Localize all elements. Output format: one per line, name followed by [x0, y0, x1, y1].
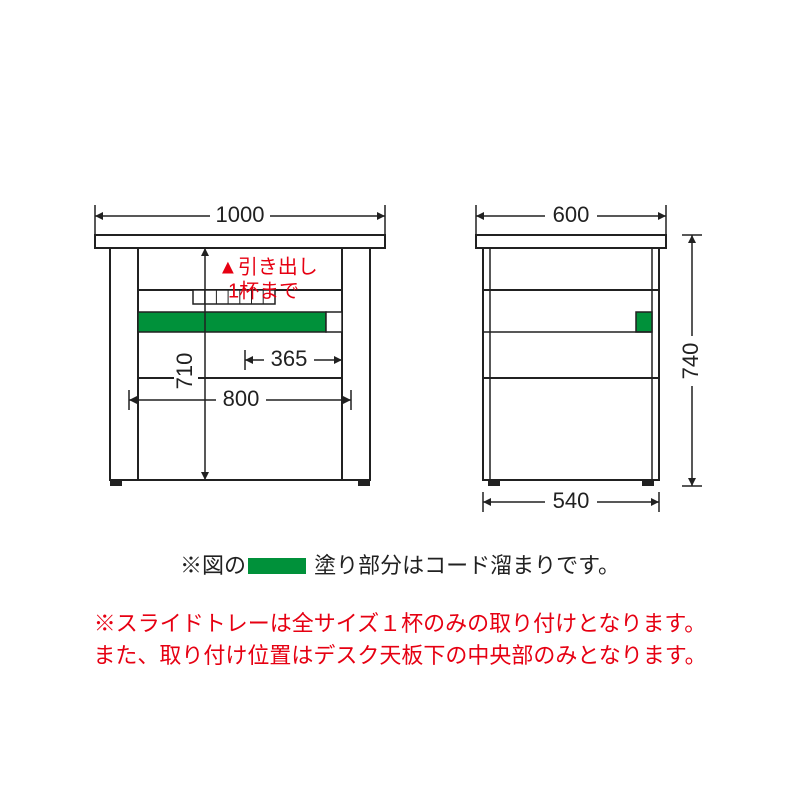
side-foot-left — [488, 480, 500, 486]
svg-text:1000: 1000 — [216, 202, 265, 227]
front-callout-line1: ▲引き出し — [218, 255, 318, 278]
side-top-panel — [476, 235, 666, 248]
legend-caption: ※図の 塗り部分はコード溜まりです。 — [0, 548, 800, 580]
svg-text:600: 600 — [553, 202, 590, 227]
side-cord-tray — [636, 312, 652, 332]
dim-740: 740 — [678, 235, 704, 486]
dim-540: 540 — [483, 488, 659, 514]
svg-text:740: 740 — [678, 343, 703, 380]
front-cord-tray — [138, 312, 326, 332]
front-foot-right — [358, 480, 370, 486]
front-callout-line2: 1杯まで — [228, 279, 299, 302]
legend-prefix: ※図の — [180, 553, 246, 578]
front-view: ▲引き出し 1杯まで 1000 710 — [95, 202, 385, 486]
note-red-line1: ※スライドトレーは全サイズ１杯のみの取り付けとなります。 — [0, 606, 800, 638]
dim-600: 600 — [476, 202, 666, 235]
side-view: 600 740 540 — [476, 202, 704, 514]
side-body-outline — [483, 248, 659, 480]
svg-text:800: 800 — [223, 386, 260, 411]
side-foot-right — [642, 480, 654, 486]
dim-1000: 1000 — [95, 202, 385, 235]
note-red-line2: また、取り付け位置はデスク天板下の中央部のみとなります。 — [0, 638, 800, 670]
svg-text:710: 710 — [172, 353, 197, 390]
svg-text:540: 540 — [553, 488, 590, 513]
legend-swatch — [248, 558, 306, 574]
front-top-panel — [95, 235, 385, 248]
legend-suffix: 塗り部分はコード溜まりです。 — [308, 553, 620, 578]
technical-drawing: ▲引き出し 1杯まで 1000 710 — [0, 0, 800, 800]
front-foot-left — [110, 480, 122, 486]
svg-text:365: 365 — [271, 346, 308, 371]
